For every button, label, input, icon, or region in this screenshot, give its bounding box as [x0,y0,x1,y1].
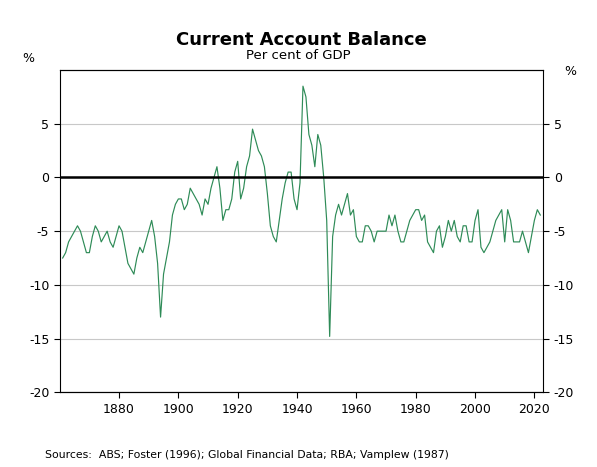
Text: Per cent of GDP: Per cent of GDP [246,49,351,62]
Y-axis label: %: % [22,52,34,65]
Y-axis label: %: % [564,65,576,78]
Text: Sources:  ABS; Foster (1996); Global Financial Data; RBA; Vamplew (1987): Sources: ABS; Foster (1996); Global Fina… [45,450,449,460]
Title: Current Account Balance: Current Account Balance [176,31,427,49]
